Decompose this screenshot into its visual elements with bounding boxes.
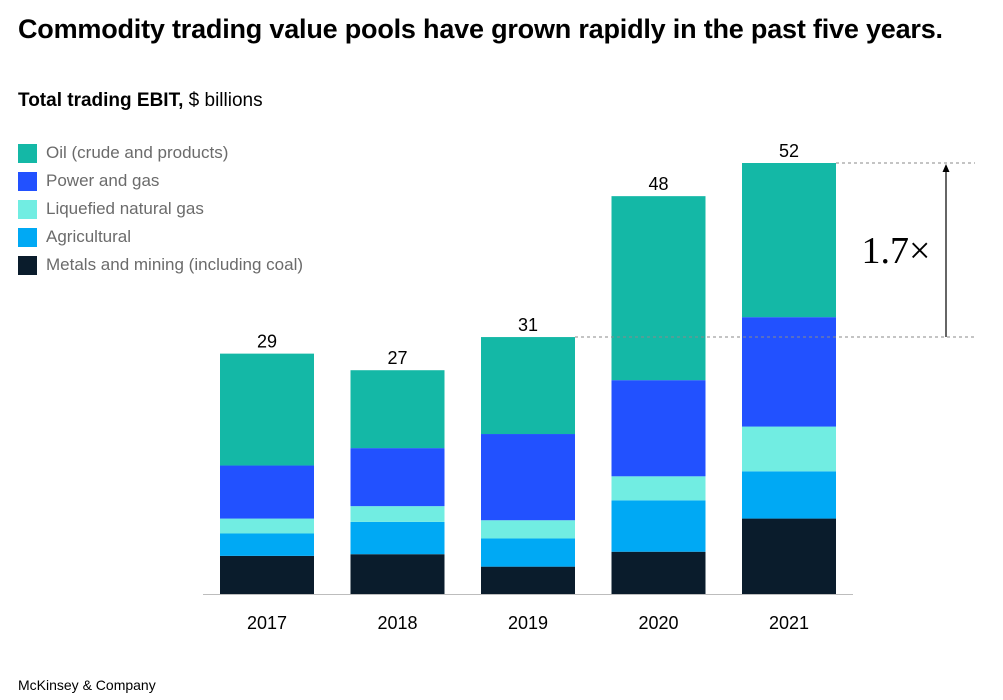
chart-subtitle: Total trading EBIT, $ billions	[18, 90, 263, 112]
legend-swatch-lng	[18, 199, 37, 219]
subtitle-unit: $ billions	[188, 90, 263, 111]
legend-label-agricultural: Agricultural	[46, 227, 132, 246]
bar-segment-power-and-gas-2017	[220, 465, 314, 519]
x-tick-2017: 2017	[247, 613, 287, 633]
legend-label-power-gas: Power and gas	[46, 171, 160, 190]
bar-segment-power-and-gas-2021	[742, 317, 836, 427]
legend-label-metals-mining: Metals and mining (including coal)	[46, 255, 304, 274]
bar-segment-oil-crude-and-products-2019	[481, 337, 575, 435]
legend-swatch-metals-mining	[18, 255, 37, 275]
x-tick-2019: 2019	[508, 613, 548, 633]
source-footer: McKinsey & Company	[18, 677, 156, 693]
legend-label-oil: Oil (crude and products)	[46, 143, 229, 162]
legend: Oil (crude and products) Power and gas L…	[18, 139, 303, 279]
bar-segment-agricultural-2020	[611, 500, 706, 552]
bar-segment-power-and-gas-2019	[481, 434, 575, 521]
bar-segment-metals-and-mining-including-coal-2017	[220, 555, 314, 594]
total-label-2020: 48	[648, 174, 668, 194]
bar-segment-metals-and-mining-including-coal-2020	[611, 551, 706, 594]
bar-segment-liquefied-natural-gas-2019	[481, 520, 575, 539]
chart-title: Commodity trading value pools have grown…	[18, 14, 943, 44]
bar-segment-oil-crude-and-products-2021	[742, 163, 836, 318]
bar-segment-metals-and-mining-including-coal-2021	[742, 518, 836, 594]
total-label-2021: 52	[779, 141, 799, 161]
legend-swatch-agricultural	[18, 227, 37, 247]
bar-segment-liquefied-natural-gas-2018	[350, 506, 445, 522]
bar-segment-agricultural-2017	[220, 533, 314, 556]
total-label-2019: 31	[518, 315, 538, 335]
legend-item-metals-mining: Metals and mining (including coal)	[18, 251, 303, 279]
bar-segment-power-and-gas-2018	[350, 448, 445, 507]
x-tick-2018: 2018	[377, 613, 417, 633]
bar-segment-oil-crude-and-products-2017	[220, 353, 314, 466]
legend-item-agricultural: Agricultural	[18, 223, 303, 251]
total-label-2017: 29	[257, 332, 277, 352]
bar-segment-liquefied-natural-gas-2021	[742, 426, 836, 472]
legend-item-power-gas: Power and gas	[18, 167, 303, 195]
bar-segment-agricultural-2018	[350, 521, 445, 555]
total-label-2018: 27	[387, 348, 407, 368]
bar-segment-oil-crude-and-products-2018	[350, 370, 445, 449]
legend-swatch-power-gas	[18, 171, 37, 191]
bar-segment-agricultural-2019	[481, 538, 575, 567]
bar-segment-oil-crude-and-products-2020	[611, 196, 706, 381]
bar-segment-liquefied-natural-gas-2017	[220, 518, 314, 534]
bar-segment-agricultural-2021	[742, 471, 836, 519]
bar-segment-metals-and-mining-including-coal-2019	[481, 566, 575, 594]
legend-item-lng: Liquefied natural gas	[18, 195, 303, 223]
growth-arrow-head	[942, 164, 950, 172]
x-tick-2020: 2020	[638, 613, 678, 633]
x-tick-2021: 2021	[769, 613, 809, 633]
subtitle-bold: Total trading EBIT,	[18, 90, 184, 111]
legend-label-lng: Liquefied natural gas	[46, 199, 204, 218]
bar-segment-power-and-gas-2020	[611, 380, 706, 477]
bar-segment-metals-and-mining-including-coal-2018	[350, 554, 445, 594]
legend-swatch-oil	[18, 143, 37, 163]
growth-multiplier: 1.7×	[862, 230, 931, 272]
legend-item-oil: Oil (crude and products)	[18, 139, 303, 167]
bar-segment-liquefied-natural-gas-2020	[611, 476, 706, 501]
